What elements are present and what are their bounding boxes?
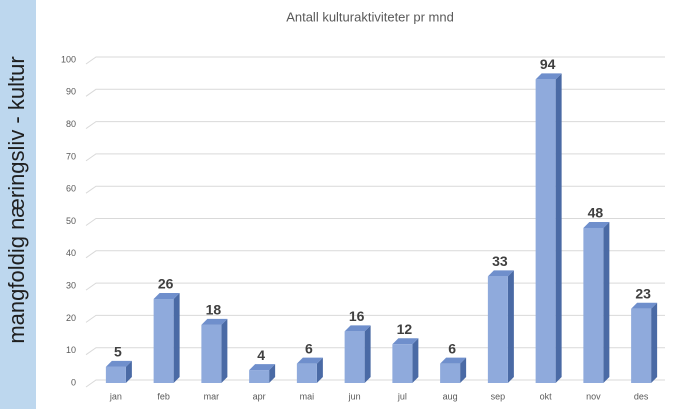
data-label: 5 xyxy=(114,344,122,360)
bar-face xyxy=(440,357,467,364)
bar-face xyxy=(269,364,276,383)
bar-face xyxy=(221,318,228,383)
bar-face xyxy=(460,357,467,383)
bar-face xyxy=(651,302,658,383)
bar-face xyxy=(201,324,222,383)
grid-line xyxy=(85,282,665,291)
grid-line xyxy=(85,121,665,130)
side-label: mangfoldig næringsliv - kultur xyxy=(4,56,29,343)
bar-face xyxy=(153,299,174,383)
bar-face xyxy=(631,308,652,383)
bar-face xyxy=(105,366,126,383)
bar-face xyxy=(249,364,276,371)
bar-face xyxy=(296,363,317,383)
bar-face xyxy=(487,276,508,383)
grid-line xyxy=(85,250,665,259)
y-tick-label: 90 xyxy=(66,87,76,97)
y-tick-label: 100 xyxy=(61,54,76,64)
x-tick-label: mai xyxy=(300,391,315,401)
y-tick-label: 50 xyxy=(66,216,76,226)
bar xyxy=(535,73,562,383)
bar-face xyxy=(153,293,180,300)
x-tick-label: aug xyxy=(443,391,458,401)
bar-face xyxy=(364,325,371,383)
chart-title: Antall kulturaktiviteter pr mnd xyxy=(286,9,454,24)
bar-face xyxy=(535,73,562,80)
bar-face xyxy=(487,270,514,277)
y-tick-label: 30 xyxy=(66,280,76,290)
bar-face xyxy=(173,293,180,383)
y-tick-label: 40 xyxy=(66,248,76,258)
y-tick-label: 20 xyxy=(66,313,76,323)
bar-face xyxy=(296,357,323,364)
x-tick-label: okt xyxy=(540,391,553,401)
bar-face xyxy=(392,344,413,383)
grid-line xyxy=(85,153,665,162)
data-label: 6 xyxy=(448,340,456,356)
x-tick-label: jan xyxy=(109,391,122,401)
data-label: 12 xyxy=(397,321,413,337)
x-tick-label: feb xyxy=(157,391,170,401)
grid-line xyxy=(85,218,665,226)
bar xyxy=(631,302,658,383)
bar xyxy=(440,357,467,383)
bar-face xyxy=(440,363,461,383)
bar-face xyxy=(507,270,514,383)
bar xyxy=(583,221,610,383)
grid-line xyxy=(85,88,665,97)
bar-face xyxy=(392,338,419,345)
x-tick-label: jun xyxy=(348,391,361,401)
data-label: 4 xyxy=(257,347,265,363)
bar-face xyxy=(535,79,556,383)
bar-face xyxy=(201,318,228,325)
bar-face xyxy=(249,370,270,383)
data-label: 18 xyxy=(206,302,222,318)
data-label: 16 xyxy=(349,308,365,324)
bar xyxy=(296,357,323,383)
data-label: 26 xyxy=(158,276,174,292)
x-tick-label: sep xyxy=(491,391,506,401)
data-label: 6 xyxy=(305,340,313,356)
bar xyxy=(487,270,514,383)
bar-face xyxy=(125,360,132,383)
data-label: 48 xyxy=(588,205,604,221)
bar-face xyxy=(344,325,371,332)
y-tick-label: 10 xyxy=(66,345,76,355)
bar xyxy=(344,325,371,383)
bar-face xyxy=(583,221,610,228)
x-tick-label: des xyxy=(634,391,649,401)
grid-line xyxy=(85,379,665,388)
x-tick-label: apr xyxy=(253,391,266,401)
grid-line xyxy=(85,314,665,323)
bar xyxy=(249,364,276,383)
data-label: 23 xyxy=(635,285,651,301)
y-tick-label: 0 xyxy=(71,377,76,387)
side-panel xyxy=(0,0,36,409)
bar-face xyxy=(583,227,604,383)
bar-face xyxy=(555,73,562,383)
data-label: 94 xyxy=(540,56,556,72)
bar-face xyxy=(412,338,419,383)
bar xyxy=(201,318,228,383)
bar-face xyxy=(316,357,323,383)
bar xyxy=(153,293,180,383)
grid-line xyxy=(85,185,665,194)
bar-face xyxy=(603,221,610,383)
x-tick-label: jul xyxy=(397,391,407,401)
y-tick-label: 70 xyxy=(66,151,76,161)
y-tick-label: 60 xyxy=(66,184,76,194)
bar xyxy=(105,360,132,383)
y-tick-label: 80 xyxy=(66,119,76,129)
data-label: 33 xyxy=(492,253,508,269)
grid-line xyxy=(85,56,665,65)
x-tick-label: mar xyxy=(204,391,220,401)
bar-face xyxy=(631,302,658,309)
grid-line xyxy=(85,347,665,356)
bar xyxy=(392,338,419,383)
bar-face xyxy=(105,360,132,367)
x-tick-label: nov xyxy=(586,391,601,401)
bar-face xyxy=(344,331,365,383)
